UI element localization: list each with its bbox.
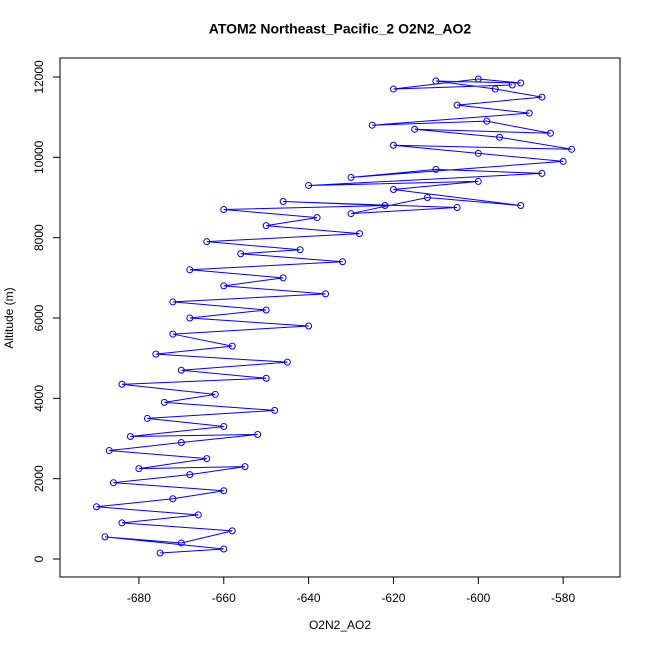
- point: [432, 165, 440, 173]
- point: [186, 471, 194, 479]
- point: [538, 169, 546, 177]
- point: [313, 214, 321, 222]
- y-axis-label: Altitude (m): [2, 287, 16, 348]
- point: [177, 539, 185, 547]
- chart-title: ATOM2 Northeast_Pacific_2 O2N2_AO2: [209, 21, 472, 37]
- x-axis-label: O2N2_AO2: [309, 618, 371, 632]
- point: [296, 246, 304, 254]
- point: [186, 266, 194, 274]
- x-tick-label: -640: [297, 591, 321, 605]
- point: [381, 202, 389, 210]
- point: [220, 422, 228, 430]
- point: [453, 101, 461, 109]
- point: [143, 414, 151, 422]
- point: [538, 93, 546, 101]
- point: [220, 282, 228, 290]
- point: [126, 432, 134, 440]
- x-tick-label: -660: [212, 591, 236, 605]
- x-tick-label: -580: [551, 591, 575, 605]
- point: [279, 198, 287, 206]
- point: [517, 79, 525, 87]
- point: [483, 117, 491, 125]
- point: [517, 202, 525, 210]
- point: [203, 238, 211, 246]
- point: [169, 298, 177, 306]
- point: [211, 390, 219, 398]
- point: [474, 75, 482, 83]
- point: [339, 258, 347, 266]
- point: [101, 533, 109, 541]
- point: [347, 173, 355, 181]
- y-tick-label: 10000: [32, 140, 46, 174]
- point: [228, 342, 236, 350]
- point: [411, 125, 419, 133]
- point: [279, 274, 287, 282]
- point: [241, 463, 249, 471]
- point: [305, 181, 313, 189]
- x-tick-label: -600: [466, 591, 490, 605]
- point: [491, 85, 499, 93]
- plot-frame: [59, 57, 621, 578]
- point: [453, 204, 461, 212]
- point: [186, 314, 194, 322]
- point: [228, 527, 236, 535]
- point: [432, 77, 440, 85]
- point: [389, 185, 397, 193]
- point: [525, 109, 533, 117]
- point: [177, 439, 185, 447]
- point: [203, 455, 211, 463]
- point: [220, 545, 228, 553]
- point: [423, 194, 431, 202]
- y-tick-label: 0: [32, 555, 46, 562]
- point: [220, 206, 228, 214]
- x-tick-label: -620: [381, 591, 405, 605]
- point: [237, 250, 245, 258]
- point: [109, 479, 117, 487]
- y-tick-label: 12000: [32, 60, 46, 94]
- y-tick-label: 2000: [32, 465, 46, 492]
- x-tick-label: -680: [127, 591, 151, 605]
- point: [546, 129, 554, 137]
- point: [118, 380, 126, 388]
- point: [389, 85, 397, 93]
- point: [220, 487, 228, 495]
- point: [194, 511, 202, 519]
- point: [271, 406, 279, 414]
- point: [160, 398, 168, 406]
- y-tick-label: 6000: [32, 304, 46, 331]
- point: [152, 350, 160, 358]
- point: [474, 149, 482, 157]
- point: [169, 495, 177, 503]
- point: [177, 366, 185, 374]
- point: [559, 157, 567, 165]
- point: [283, 358, 291, 366]
- series-line: [96, 78, 572, 554]
- point: [508, 81, 516, 89]
- point: [262, 306, 270, 314]
- point: [368, 121, 376, 129]
- point: [156, 549, 164, 557]
- point: [169, 330, 177, 338]
- point: [92, 503, 100, 511]
- point: [118, 519, 126, 527]
- point: [496, 133, 504, 141]
- point: [474, 177, 482, 185]
- point: [262, 222, 270, 230]
- point: [105, 447, 113, 455]
- point: [322, 290, 330, 298]
- y-tick-label: 8000: [32, 224, 46, 251]
- y-tick-label: 4000: [32, 385, 46, 412]
- point: [262, 374, 270, 382]
- point: [347, 210, 355, 218]
- point: [568, 145, 576, 153]
- point: [305, 322, 313, 330]
- point: [356, 230, 364, 238]
- point: [254, 430, 262, 438]
- point: [135, 465, 143, 473]
- point: [389, 141, 397, 149]
